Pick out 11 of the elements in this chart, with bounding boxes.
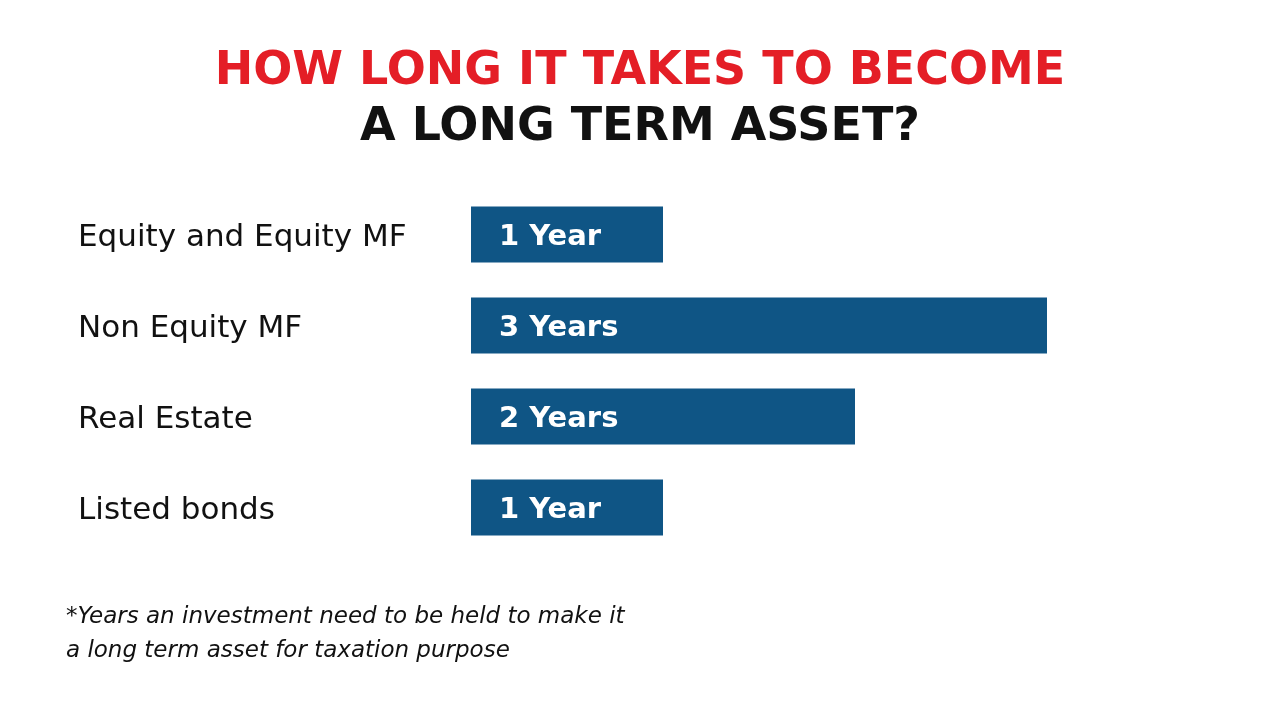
y-tick-label: Non Equity MF [78,307,303,344]
chart-subtitle: A LONG TERM ASSET? [360,97,920,151]
text: *Years an investment need to be held to make it a long term asset for taxation purpose [66,602,632,662]
chart-title: HOW LONG IT TAKES TO BECOME [214,41,1066,95]
data-label: 2 Years [499,399,619,434]
y-tick-label: Listed bonds [78,489,275,526]
data-label: 1 Year [499,217,602,252]
y-tick-label: Real Estate [78,398,253,435]
y-tick-label: Equity and Equity MF [78,216,407,253]
data-label: 1 Year [499,490,602,525]
data-label: 3 Years [499,308,619,343]
